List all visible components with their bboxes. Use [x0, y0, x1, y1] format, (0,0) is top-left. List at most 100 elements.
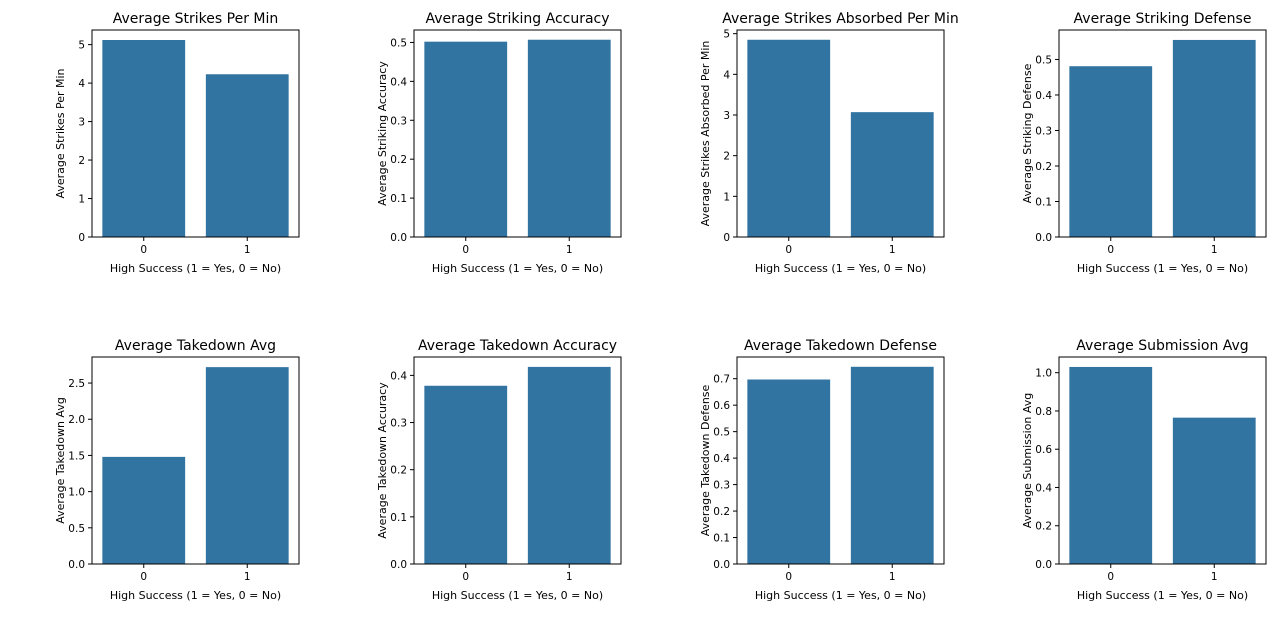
y-tick-label: 0.1: [390, 193, 407, 205]
plot-frame: [1058, 29, 1267, 238]
x-tick-label: 0: [1107, 244, 1114, 256]
x-tick-label: 0: [785, 571, 792, 583]
bar-1: [1172, 39, 1256, 237]
y-tick-label: 3: [78, 117, 85, 129]
y-tick-label: 0.3: [713, 480, 730, 492]
y-axis-label: Average Striking Accuracy: [376, 61, 389, 206]
chart-title: Average Strikes Absorbed Per Min: [722, 11, 958, 27]
y-tick-label: 0.1: [713, 533, 730, 545]
y-tick-label: 0.5: [1035, 54, 1052, 66]
y-tick-label: 2.0: [68, 414, 85, 426]
x-tick-label: 1: [1211, 571, 1218, 583]
bar-1: [205, 367, 289, 564]
x-tick-label: 1: [1211, 244, 1218, 256]
y-tick-label: 0: [78, 232, 85, 244]
y-tick-label: 0.3: [1035, 125, 1052, 137]
y-tick-label: 0.0: [1035, 559, 1052, 571]
x-tick-label: 1: [244, 571, 251, 583]
y-tick-label: 0.2: [390, 465, 407, 477]
x-tick-label: 0: [140, 571, 147, 583]
bar-0: [747, 39, 831, 238]
plot-frame: [736, 29, 945, 238]
plot-frame: [91, 29, 300, 238]
y-axis-label: Average Submission Avg: [1021, 393, 1034, 528]
y-tick-label: 1: [723, 191, 730, 203]
x-tick-label: 0: [785, 244, 792, 256]
y-axis-label: Average Strikes Per Min: [54, 68, 67, 198]
x-axis-label: High Success (1 = Yes, 0 = No): [1077, 589, 1248, 602]
y-axis-label: Average Strikes Absorbed Per Min: [699, 41, 712, 227]
y-tick-label: 0.4: [713, 453, 730, 465]
y-tick-label: 0.1: [390, 512, 407, 524]
bar-0: [747, 379, 831, 564]
bar-1: [527, 39, 611, 238]
x-tick-label: 1: [566, 244, 573, 256]
y-tick-label: 0.6: [713, 400, 730, 412]
y-tick-label: 0.7: [713, 374, 730, 386]
subplot-7: 0.0 0.2 0.4 0.6 0.8 1.0 0 1 Average Submission A…: [1021, 338, 1267, 602]
y-tick-label: 2.5: [68, 378, 85, 390]
plot-frame: [736, 356, 945, 565]
bar-1: [850, 366, 934, 564]
x-tick-label: 0: [462, 244, 469, 256]
x-tick-label: 0: [140, 244, 147, 256]
y-tick-label: 0: [723, 232, 730, 244]
y-tick-label: 0.1: [1035, 196, 1052, 208]
chart-title: Average Takedown Avg: [115, 338, 276, 354]
y-tick-label: 2: [723, 151, 730, 163]
chart-title: Average Submission Avg: [1076, 338, 1248, 354]
y-tick-label: 0.0: [68, 559, 85, 571]
chart-title: Average Takedown Accuracy: [418, 338, 617, 354]
x-axis-label: High Success (1 = Yes, 0 = No): [432, 262, 603, 275]
subplot-6: 0.0 0.1 0.2 0.3 0.4 0.5 0.6 0.7 0 1 Average Takedo…: [699, 338, 945, 602]
y-tick-label: 0.4: [1035, 482, 1052, 494]
y-tick-label: 0.5: [390, 37, 407, 49]
y-tick-label: 0.0: [713, 559, 730, 571]
y-tick-label: 0.3: [390, 418, 407, 430]
y-tick-label: 5: [723, 29, 730, 41]
x-tick-label: 1: [566, 571, 573, 583]
x-tick-label: 1: [889, 244, 896, 256]
y-tick-label: 0.4: [1035, 90, 1052, 102]
bar-0: [424, 41, 508, 237]
bar-0: [1069, 366, 1153, 564]
y-tick-label: 0.3: [390, 115, 407, 127]
bar-1: [1172, 417, 1256, 564]
x-axis-label: High Success (1 = Yes, 0 = No): [755, 589, 926, 602]
x-axis-label: High Success (1 = Yes, 0 = No): [1077, 262, 1248, 275]
y-tick-label: 2: [78, 155, 85, 167]
subplot-2: 0 1 2 3 4 5 0 1 Average Strikes Absorbed Per Min…: [699, 11, 959, 275]
bar-0: [1069, 66, 1153, 237]
chart-title: Average Striking Accuracy: [425, 11, 609, 27]
x-axis-label: High Success (1 = Yes, 0 = No): [755, 262, 926, 275]
y-axis-label: Average Takedown Avg: [54, 397, 67, 524]
y-axis-label: Average Striking Defense: [1021, 63, 1034, 203]
y-tick-label: 5: [78, 40, 85, 52]
bar-1: [850, 112, 934, 237]
y-tick-label: 0.2: [390, 154, 407, 166]
subplot-0: 0 1 2 3 4 5 0 1 Average Strikes Per Min High Succ…: [54, 11, 300, 275]
x-tick-label: 0: [462, 571, 469, 583]
y-tick-label: 1: [78, 194, 85, 206]
y-tick-label: 0.0: [390, 232, 407, 244]
subplot-1: 0.0 0.1 0.2 0.3 0.4 0.5 0 1 Average Striking Acc…: [376, 11, 622, 275]
plot-frame: [1058, 356, 1267, 565]
x-tick-label: 1: [889, 571, 896, 583]
y-tick-label: 0.2: [1035, 521, 1052, 533]
y-tick-label: 0.8: [1035, 406, 1052, 418]
x-axis-label: High Success (1 = Yes, 0 = No): [432, 589, 603, 602]
y-tick-label: 1.5: [68, 450, 85, 462]
bar-0: [102, 456, 186, 564]
y-tick-label: 1.0: [1035, 368, 1052, 380]
y-tick-label: 3: [723, 110, 730, 122]
x-tick-label: 1: [244, 244, 251, 256]
plot-frame: [413, 356, 622, 565]
y-tick-label: 4: [78, 78, 85, 90]
x-axis-label: High Success (1 = Yes, 0 = No): [110, 262, 281, 275]
bar-0: [424, 385, 508, 564]
y-tick-label: 0.6: [1035, 444, 1052, 456]
subplot-3: 0.0 0.1 0.2 0.3 0.4 0.5 0 1 Average Striking Def…: [1021, 11, 1267, 275]
y-axis-label: Average Takedown Defense: [699, 384, 712, 536]
y-tick-label: 0.4: [390, 76, 407, 88]
